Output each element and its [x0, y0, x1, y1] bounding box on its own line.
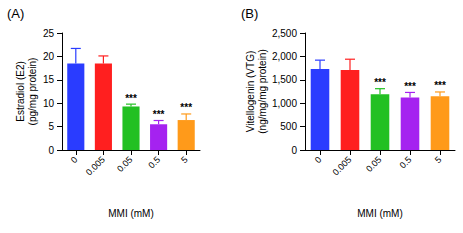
svg-text:***: ***	[404, 81, 416, 92]
svg-text:Vitellogenin (VTG): Vitellogenin (VTG)	[245, 51, 256, 133]
svg-text:MMI (mM): MMI (mM)	[357, 208, 403, 219]
svg-text:0: 0	[291, 145, 297, 156]
svg-text:MMI (mM): MMI (mM)	[108, 208, 154, 219]
svg-text:0: 0	[313, 154, 324, 165]
svg-text:5: 5	[179, 154, 190, 165]
svg-text:***: ***	[125, 93, 137, 104]
svg-text:500: 500	[280, 121, 297, 132]
svg-text:0.05: 0.05	[364, 154, 383, 173]
svg-text:0: 0	[69, 154, 80, 165]
svg-text:10: 10	[43, 98, 55, 109]
svg-text:1,000: 1,000	[272, 98, 297, 109]
svg-text:25: 25	[43, 28, 55, 39]
svg-text:(B): (B)	[241, 6, 258, 21]
svg-text:0: 0	[48, 145, 54, 156]
svg-text:15: 15	[43, 74, 55, 85]
svg-text:0.005: 0.005	[331, 154, 354, 177]
svg-text:5: 5	[433, 154, 444, 165]
svg-text:(pg/mg protein): (pg/mg protein)	[27, 58, 38, 126]
svg-text:***: ***	[153, 109, 165, 120]
svg-text:Estradiol (E2): Estradiol (E2)	[15, 61, 26, 122]
svg-text:1,500: 1,500	[272, 74, 297, 85]
svg-text:0.005: 0.005	[84, 154, 107, 177]
svg-text:(ng/mg/mg protein): (ng/mg/mg protein)	[257, 49, 268, 133]
svg-text:20: 20	[43, 51, 55, 62]
svg-text:***: ***	[434, 80, 446, 91]
svg-text:2,500: 2,500	[272, 28, 297, 39]
svg-text:0.5: 0.5	[146, 154, 162, 170]
svg-text:***: ***	[180, 102, 192, 113]
svg-text:(A): (A)	[7, 6, 24, 21]
svg-text:0.05: 0.05	[115, 154, 134, 173]
svg-text:2,000: 2,000	[272, 51, 297, 62]
svg-text:0.5: 0.5	[398, 154, 414, 170]
svg-text:***: ***	[374, 77, 386, 88]
svg-text:5: 5	[48, 121, 54, 132]
